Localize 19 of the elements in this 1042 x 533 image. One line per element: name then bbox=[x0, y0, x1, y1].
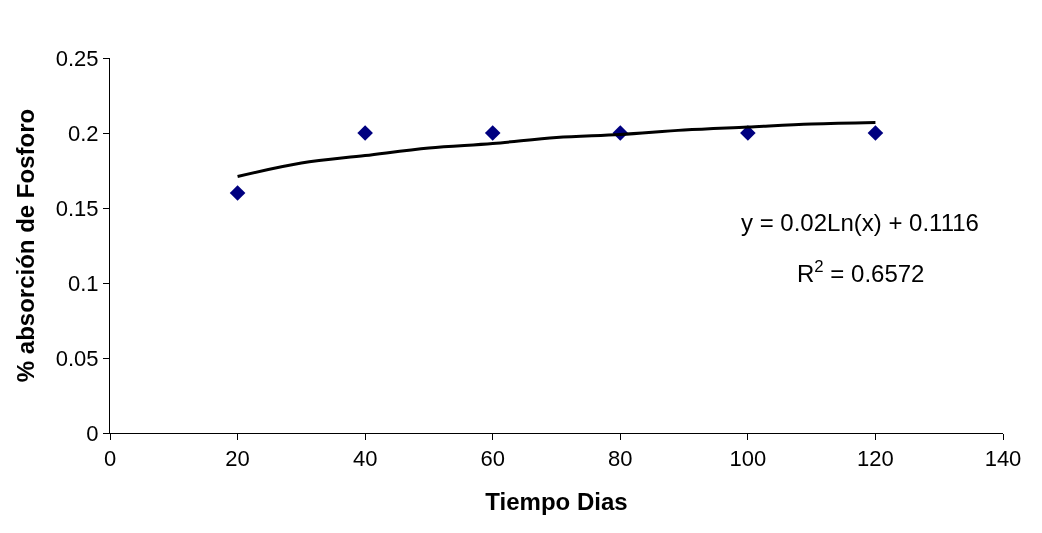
x-tick-label: 120 bbox=[857, 446, 894, 472]
y-tick-label: 0.25 bbox=[55, 45, 99, 71]
x-tick-label: 140 bbox=[984, 446, 1022, 472]
y-axis-title: % absorción de Fosforo bbox=[11, 108, 39, 383]
y-tick-label: 0.05 bbox=[55, 345, 99, 371]
x-tick-label: 80 bbox=[608, 446, 633, 472]
x-axis-title: Tiempo Dias bbox=[485, 487, 628, 515]
x-tick-label: 100 bbox=[729, 446, 767, 472]
x-tick-label: 20 bbox=[225, 446, 250, 472]
annotation: R$^{2}$ = 0.6572 bbox=[797, 257, 925, 288]
annotation: y = 0.02Ln(x) + 0.1116 bbox=[741, 209, 979, 236]
y-tick-label: 0.1 bbox=[68, 270, 99, 296]
y-tick-label: 0 bbox=[86, 420, 99, 446]
x-tick-label: 0 bbox=[103, 446, 117, 472]
y-tick-label: 0.15 bbox=[55, 195, 99, 221]
x-tick-label: 40 bbox=[352, 446, 378, 472]
y-tick-label: 0.2 bbox=[68, 120, 99, 146]
line-series bbox=[236, 121, 877, 178]
x-tick-label: 60 bbox=[480, 446, 505, 472]
